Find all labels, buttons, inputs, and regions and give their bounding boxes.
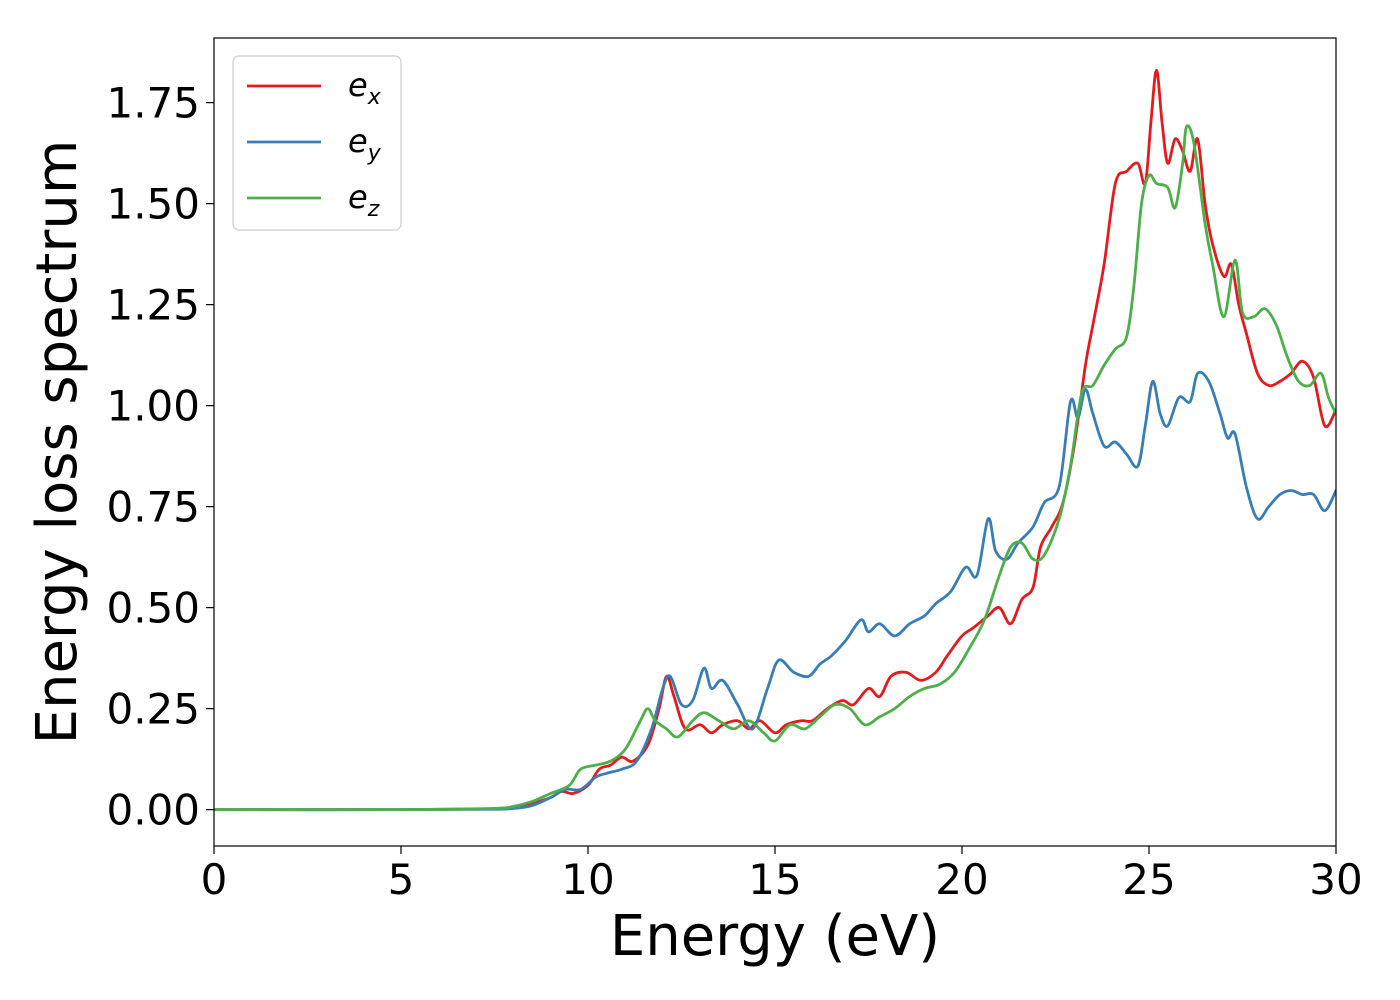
- x-tick-label: 0: [201, 855, 228, 904]
- legend: ex ey ez: [232, 55, 402, 231]
- x-axis-ticks: 0 5 10 15 20 25 30: [201, 846, 1363, 904]
- x-tick-label: 5: [388, 855, 415, 904]
- y-tick-label: 1.75: [106, 79, 200, 128]
- x-tick-label: 15: [748, 855, 801, 904]
- x-tick-label: 10: [561, 855, 614, 904]
- legend-label-e-x: ex: [348, 66, 382, 110]
- y-tick-label: 0.75: [106, 483, 200, 532]
- y-axis-title: Energy loss spectrum: [25, 140, 90, 745]
- y-tick-label: 0.00: [106, 786, 200, 835]
- legend-label-e-y: ey: [348, 122, 382, 166]
- x-tick-label: 30: [1309, 855, 1362, 904]
- series-lines: [214, 68, 1336, 812]
- x-axis-title: Energy (eV): [610, 904, 940, 969]
- y-tick-label: 0.25: [106, 685, 200, 734]
- y-tick-label: 1.00: [106, 382, 200, 431]
- series-line-e-y: [214, 370, 1336, 812]
- y-axis-ticks: 0.00 0.25 0.50 0.75 1.00 1.25 1.50 1.75: [106, 79, 214, 835]
- legend-label-e-z: ez: [348, 178, 380, 222]
- y-tick-label: 0.50: [106, 584, 200, 633]
- series-line-e-x: [214, 68, 1336, 812]
- y-tick-label: 1.25: [106, 281, 200, 330]
- x-tick-label: 20: [935, 855, 988, 904]
- x-tick-label: 25: [1122, 855, 1175, 904]
- series-line-e-z: [214, 124, 1336, 812]
- y-tick-label: 1.50: [106, 180, 200, 229]
